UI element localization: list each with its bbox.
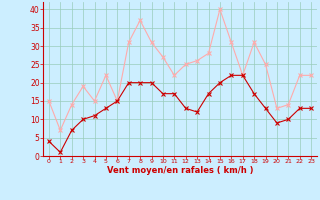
X-axis label: Vent moyen/en rafales ( km/h ): Vent moyen/en rafales ( km/h ) <box>107 166 253 175</box>
